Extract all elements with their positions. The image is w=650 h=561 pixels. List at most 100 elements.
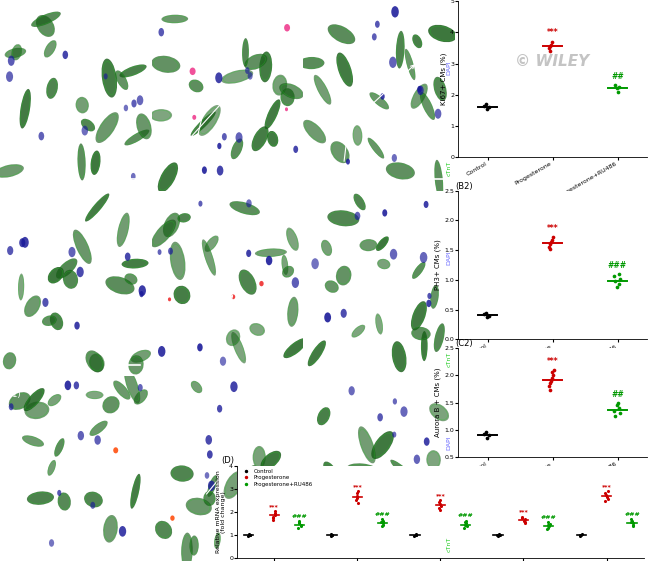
Ellipse shape [355, 211, 360, 220]
Ellipse shape [293, 146, 298, 153]
Ellipse shape [314, 75, 332, 105]
Ellipse shape [261, 451, 281, 470]
Ellipse shape [105, 276, 135, 295]
Ellipse shape [18, 274, 24, 301]
Ellipse shape [25, 402, 49, 419]
Ellipse shape [42, 315, 57, 326]
Point [545, 245, 555, 254]
Point [482, 312, 492, 321]
Point [610, 81, 620, 90]
Ellipse shape [8, 403, 14, 410]
Ellipse shape [396, 31, 404, 68]
Point [625, 518, 636, 527]
Point [376, 522, 387, 531]
Ellipse shape [231, 295, 235, 299]
Ellipse shape [161, 15, 188, 23]
Ellipse shape [398, 486, 412, 499]
Ellipse shape [243, 465, 256, 488]
Ellipse shape [202, 167, 207, 174]
Ellipse shape [266, 256, 272, 265]
Ellipse shape [189, 536, 199, 555]
Text: (B1): (B1) [3, 205, 21, 214]
Ellipse shape [434, 323, 445, 352]
Point [545, 386, 555, 395]
Point [482, 104, 492, 113]
Ellipse shape [368, 137, 384, 159]
Ellipse shape [284, 24, 290, 31]
Ellipse shape [248, 72, 253, 80]
Ellipse shape [217, 405, 222, 412]
Ellipse shape [42, 298, 49, 307]
Point [434, 503, 444, 512]
Ellipse shape [136, 95, 143, 105]
Ellipse shape [278, 485, 295, 521]
Ellipse shape [259, 52, 272, 82]
Ellipse shape [207, 450, 213, 459]
Point [352, 491, 362, 500]
Point [575, 530, 585, 539]
Text: ##: ## [611, 72, 624, 81]
Ellipse shape [163, 213, 180, 237]
Ellipse shape [46, 78, 58, 99]
Point [543, 522, 554, 531]
Ellipse shape [411, 84, 428, 109]
Point [326, 530, 337, 539]
Ellipse shape [131, 350, 151, 363]
Ellipse shape [85, 194, 109, 222]
Ellipse shape [103, 73, 108, 80]
Point [326, 530, 337, 539]
Point [270, 510, 281, 519]
Ellipse shape [252, 126, 268, 151]
Ellipse shape [64, 380, 71, 390]
Ellipse shape [130, 474, 140, 509]
Ellipse shape [275, 532, 280, 539]
Ellipse shape [168, 247, 173, 255]
Ellipse shape [438, 510, 443, 516]
Ellipse shape [138, 384, 143, 392]
Ellipse shape [158, 346, 165, 357]
Ellipse shape [420, 252, 427, 263]
Ellipse shape [322, 507, 339, 526]
Ellipse shape [208, 481, 215, 491]
Point [545, 42, 555, 51]
Ellipse shape [203, 491, 216, 506]
Ellipse shape [191, 381, 202, 393]
Point [376, 515, 387, 524]
Ellipse shape [359, 239, 378, 251]
Ellipse shape [377, 489, 388, 528]
Point [460, 521, 470, 530]
Ellipse shape [5, 48, 26, 58]
Text: cTnT: cTnT [447, 160, 452, 176]
Ellipse shape [113, 380, 131, 399]
Ellipse shape [372, 33, 377, 40]
Ellipse shape [405, 49, 415, 80]
Point [351, 496, 361, 505]
Ellipse shape [386, 162, 415, 180]
Ellipse shape [230, 381, 238, 392]
Point [603, 493, 613, 502]
Text: (A2): (A2) [455, 0, 473, 2]
Ellipse shape [392, 431, 396, 438]
Point [545, 379, 555, 388]
Ellipse shape [382, 209, 387, 217]
Point [378, 516, 388, 525]
Ellipse shape [424, 438, 430, 446]
Ellipse shape [90, 421, 108, 436]
Ellipse shape [21, 237, 29, 248]
Ellipse shape [429, 403, 449, 421]
Ellipse shape [131, 99, 136, 108]
Ellipse shape [151, 56, 180, 73]
Point [547, 368, 557, 377]
Ellipse shape [346, 463, 378, 476]
Ellipse shape [281, 255, 289, 275]
Ellipse shape [220, 357, 226, 366]
Ellipse shape [150, 109, 172, 122]
Ellipse shape [404, 481, 410, 490]
Ellipse shape [380, 93, 385, 100]
Ellipse shape [217, 143, 222, 149]
Point [616, 274, 626, 283]
Ellipse shape [190, 112, 216, 136]
Ellipse shape [249, 513, 269, 541]
Point [460, 518, 471, 527]
Ellipse shape [103, 515, 118, 542]
